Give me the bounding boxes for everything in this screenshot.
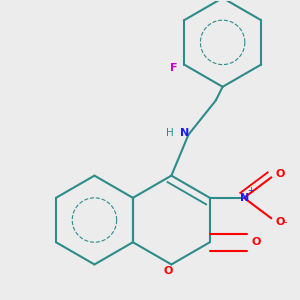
Text: O: O	[163, 266, 173, 276]
Text: O: O	[275, 169, 285, 179]
Text: H: H	[166, 128, 173, 138]
Text: N: N	[240, 193, 250, 203]
Text: +: +	[247, 187, 254, 196]
Text: F: F	[170, 63, 178, 73]
Text: O: O	[275, 217, 285, 227]
Text: -: -	[283, 217, 287, 227]
Text: O: O	[251, 237, 261, 247]
Text: N: N	[180, 128, 190, 138]
